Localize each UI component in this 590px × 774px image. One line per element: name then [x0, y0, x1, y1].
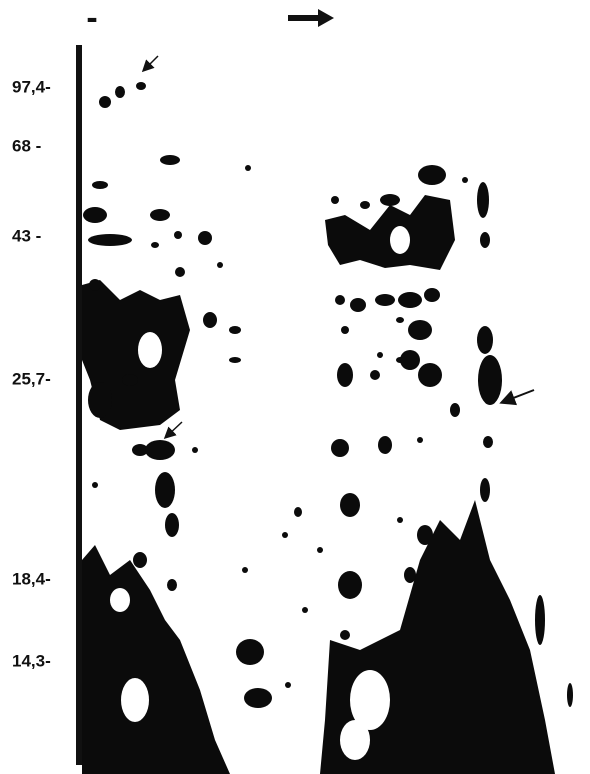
- spots: [82, 82, 573, 774]
- protein-spot: [360, 201, 370, 209]
- protein-spot: [217, 262, 223, 268]
- protein-spot: [285, 682, 291, 688]
- protein-spot: [160, 155, 180, 165]
- protein-spot: [122, 374, 138, 386]
- gel-clearing: [390, 226, 410, 254]
- protein-spot: [302, 607, 308, 613]
- marker-label: 25,7-: [12, 369, 51, 388]
- pointer-arrow: [141, 55, 159, 73]
- protein-spot: [155, 472, 175, 508]
- marker-label: 97,4-: [12, 77, 51, 96]
- protein-spot: [462, 177, 468, 183]
- protein-spot: [341, 326, 349, 334]
- protein-spot: [88, 234, 132, 246]
- protein-spot: [175, 267, 185, 277]
- protein-spot: [236, 639, 264, 665]
- protein-spot: [192, 447, 198, 453]
- protein-spot: [424, 288, 440, 302]
- gel-edge: [76, 45, 82, 765]
- protein-spot: [417, 437, 423, 443]
- protein-spot: [397, 517, 403, 523]
- protein-spot: [99, 96, 111, 108]
- protein-spot: [377, 352, 383, 358]
- protein-spot: [331, 196, 339, 204]
- protein-spot: [317, 547, 323, 553]
- protein-spot: [404, 567, 416, 583]
- gel-clearing: [110, 588, 130, 612]
- marker-label: 68 -: [12, 136, 41, 155]
- protein-spot: [375, 294, 395, 306]
- protein-spot: [198, 231, 212, 245]
- protein-spot: [478, 355, 502, 405]
- protein-spot: [165, 513, 179, 537]
- protein-spot: [331, 439, 349, 457]
- protein-spot: [340, 630, 350, 640]
- protein-spot: [92, 181, 108, 189]
- protein-spot: [450, 403, 460, 417]
- protein-spot: [136, 82, 146, 90]
- protein-spot: [150, 209, 170, 221]
- protein-spot: [417, 525, 433, 545]
- marker-label: 43 -: [12, 226, 41, 245]
- protein-spot: [229, 357, 241, 363]
- protein-spot: [535, 595, 545, 645]
- gel-clearing: [121, 678, 149, 722]
- protein-spot: [167, 579, 177, 591]
- marker-label: 18,4-: [12, 569, 51, 588]
- protein-spot: [338, 571, 362, 599]
- protein-spot: [83, 207, 107, 223]
- protein-spot: [400, 350, 420, 370]
- gel-clearing: [340, 720, 370, 760]
- protein-spot: [398, 292, 422, 308]
- direction-arrow: [288, 9, 334, 27]
- marker-label: 14,3-: [12, 651, 51, 670]
- protein-spot: [340, 493, 360, 517]
- protein-spot: [408, 320, 432, 340]
- protein-spot: [350, 298, 366, 312]
- protein-spot: [380, 194, 400, 206]
- protein-spot: [335, 295, 345, 305]
- protein-spot: [92, 482, 98, 488]
- protein-spot: [244, 688, 272, 708]
- protein-spot: [480, 232, 490, 248]
- protein-spot: [282, 532, 288, 538]
- spot-region: [82, 545, 230, 774]
- protein-spot: [396, 317, 404, 323]
- protein-spot: [378, 436, 392, 454]
- protein-spot: [151, 242, 159, 248]
- protein-spot: [89, 279, 101, 291]
- protein-spot: [370, 370, 380, 380]
- protein-spot: [229, 326, 241, 334]
- protein-spot: [88, 382, 112, 418]
- protein-spot: [418, 165, 446, 185]
- protein-spot: [174, 231, 182, 239]
- protein-spot: [567, 683, 573, 707]
- pointer-arrow: [163, 421, 183, 440]
- protein-spot: [477, 326, 493, 354]
- protein-spot: [483, 436, 493, 448]
- protein-spot: [115, 86, 125, 98]
- protein-spot: [133, 552, 147, 568]
- protein-spot: [294, 507, 302, 517]
- protein-spot: [242, 567, 248, 573]
- protein-spot: [132, 444, 148, 456]
- pointer-arrow: [499, 389, 535, 406]
- protein-spot: [203, 312, 217, 328]
- protein-spot: [145, 440, 175, 460]
- protein-spot: [480, 478, 490, 502]
- protein-spot: [337, 363, 353, 387]
- polarity-sign: -: [86, 0, 97, 37]
- marker-labels: 97,4- 68 - 43 - 25,7- 18,4- 14,3-: [12, 77, 51, 670]
- protein-spot: [477, 182, 489, 218]
- protein-spot: [418, 363, 442, 387]
- protein-spot: [245, 165, 251, 171]
- gel-clearing: [350, 670, 390, 730]
- gel-clearing: [138, 332, 162, 368]
- spot-region: [325, 195, 455, 270]
